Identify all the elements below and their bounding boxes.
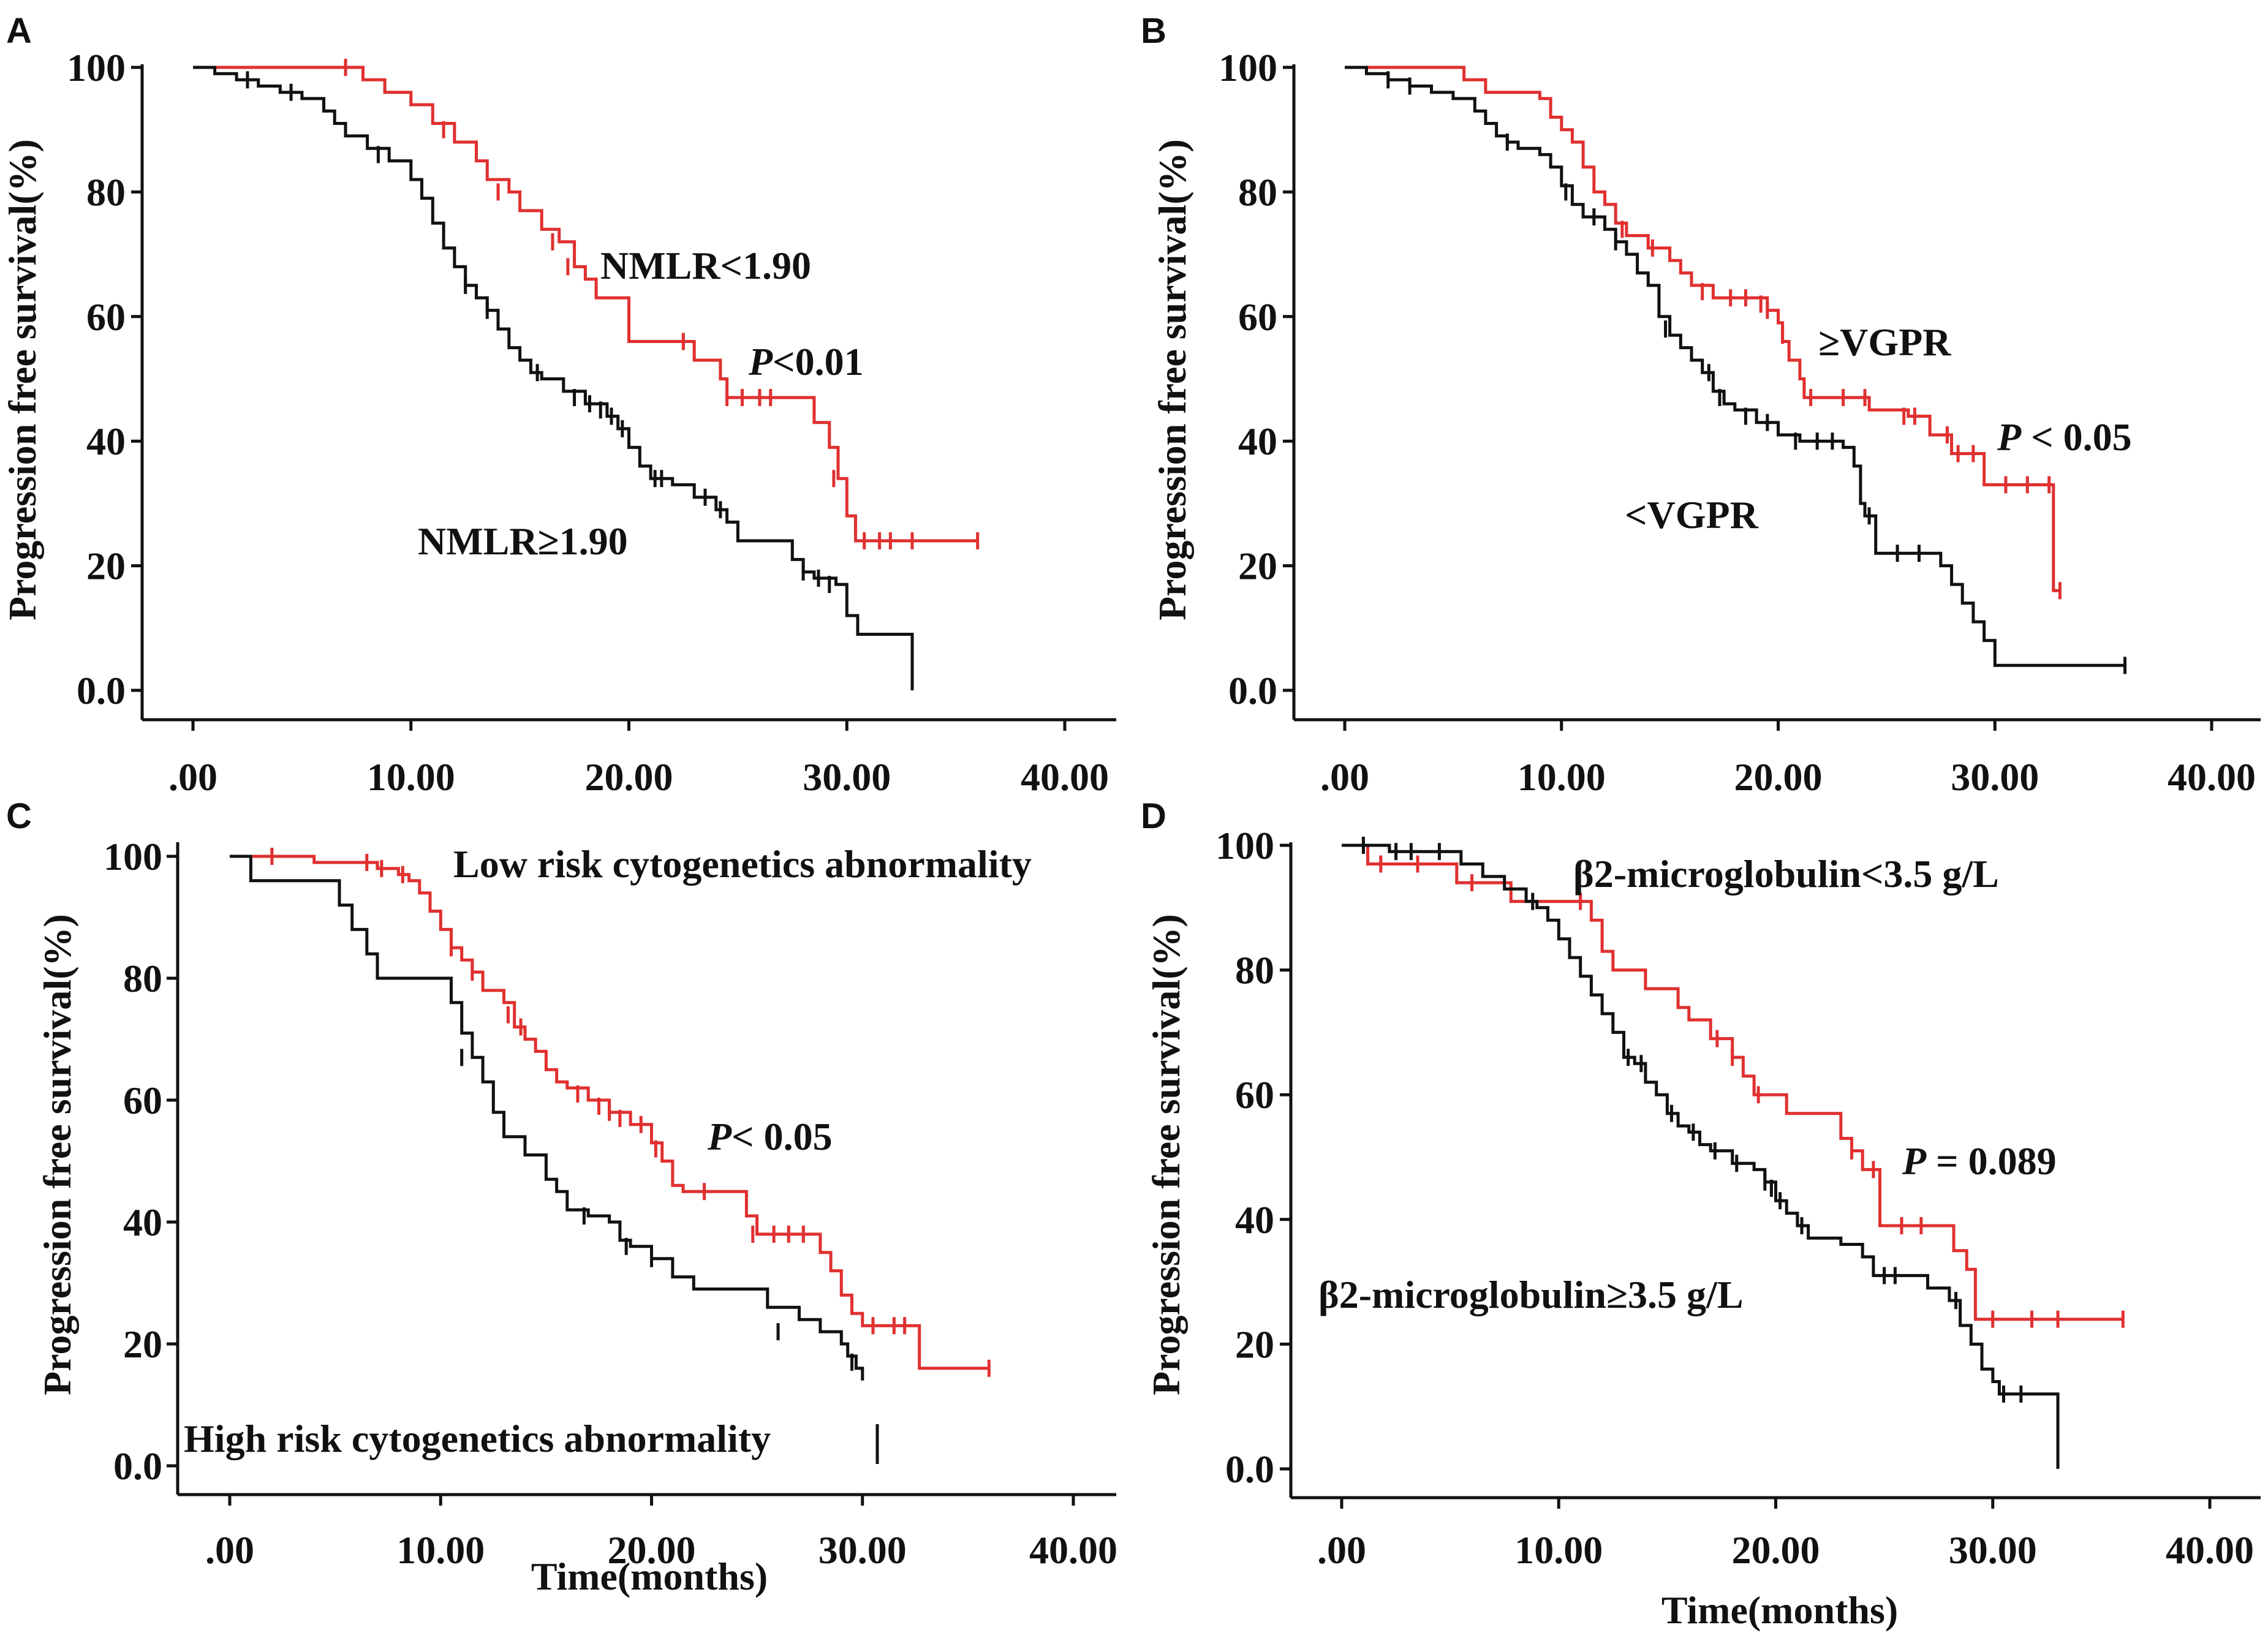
y-tick-label: 40: [123, 1201, 162, 1244]
y-axis-label: Progression free survival(%): [1144, 914, 1188, 1395]
p-value-a: P<0.01: [748, 340, 864, 383]
y-tick-label: 0.0: [77, 669, 126, 712]
y-tick-label: 0.0: [113, 1444, 162, 1488]
curves-c: [230, 848, 991, 1381]
y-tick-label: 0.0: [1225, 1447, 1274, 1491]
y-tick-label: 40: [1238, 420, 1277, 463]
y-tick-label: 60: [1235, 1073, 1274, 1117]
x-tick-label: .00: [1320, 755, 1369, 799]
x-tick-label: 20.00: [1732, 1528, 1820, 1572]
x-tick-label: .00: [1317, 1528, 1366, 1572]
y-tick-label: 80: [1238, 170, 1277, 214]
annotation-black-group-a: NMLR≥1.90: [418, 519, 628, 563]
y-tick-label: 40: [1235, 1198, 1274, 1242]
x-tick-label: 10.00: [367, 755, 455, 799]
x-tick-label: 30.00: [818, 1528, 907, 1572]
km-curve-black: [230, 854, 864, 1381]
axis-ticks-a: .00 10.00 20.00 30.00 40.00 0.0 20 40 60 80 100: [67, 46, 1109, 799]
x-tick-label: 30.00: [1949, 1528, 2037, 1572]
y-tick-label: 100: [1215, 824, 1274, 867]
y-tick-label: 80: [123, 957, 162, 1000]
axis-ticks-c: .00 10.00 20.00 30.00 40.00 0.0 20 40 60 80 100: [104, 835, 1117, 1572]
x-tick-label: 30.00: [803, 755, 891, 799]
x-tick-label: 10.00: [1514, 1528, 1603, 1572]
y-tick-label: 20: [86, 545, 126, 588]
panel-letter-a: A: [6, 11, 32, 51]
curves-d: [1342, 837, 2125, 1469]
axis-ticks-d: .00 10.00 20.00 30.00 40.00 0.0 20 40 60 80 100: [1215, 824, 2254, 1572]
panel-c: C Progression free survival(%) .00 10.00 2…: [6, 796, 1117, 1598]
y-tick-label: 60: [86, 295, 126, 339]
x-tick-label: 40.00: [1021, 755, 1109, 799]
km-curve-red: [1342, 843, 2123, 1321]
y-axis-label: Progression free survival(%): [1151, 139, 1194, 621]
x-tick-label: 20.00: [1734, 755, 1823, 799]
y-tick-label: 60: [1238, 295, 1277, 339]
y-tick-label: 20: [123, 1322, 162, 1366]
y-tick-label: 60: [123, 1079, 162, 1122]
curves-b: [1345, 66, 2126, 674]
panel-letter-d: D: [1141, 796, 1166, 836]
annotation-black-group-c: High risk cytogenetics abnormality: [184, 1417, 771, 1460]
p-value-c: P< 0.05: [707, 1115, 833, 1158]
y-tick-label: 40: [86, 420, 126, 463]
annotation-red-group-d: β2-microglobulin<3.5 g/L: [1573, 852, 1999, 896]
km-curve-red: [193, 66, 978, 543]
annotation-red-group-c: Low risk cytogenetics abnormality: [453, 842, 1032, 886]
curves-a: [193, 59, 980, 690]
x-tick-label: .00: [168, 755, 217, 799]
panel-letter-c: C: [6, 796, 32, 836]
x-tick-label: 20.00: [608, 1528, 696, 1572]
panel-b: B Progression free survival(%) .00 10.00 2…: [1141, 11, 2261, 799]
km-curve-red: [1345, 66, 2060, 592]
y-tick-label: 80: [86, 170, 126, 214]
x-tick-label: 10.00: [396, 1528, 485, 1572]
x-tick-label: 30.00: [1951, 755, 2039, 799]
y-tick-label: 80: [1235, 949, 1274, 992]
annotation-black-group-d: β2-microglobulin≥3.5 g/L: [1318, 1273, 1744, 1316]
x-axis-label-d: Time(months): [1661, 1588, 1898, 1632]
y-tick-label: 100: [104, 835, 162, 878]
y-axis-label: Progression free survival(%): [36, 914, 79, 1395]
panel-d: D Progression free survival(%) .00 10.00 2…: [1141, 796, 2261, 1632]
annotation-red-group-a: NMLR<1.90: [600, 244, 811, 287]
y-axis-title-a: Progression free survival(%): [1, 139, 44, 621]
km-curve-red: [230, 854, 989, 1370]
km-curve-black: [1345, 66, 2125, 667]
x-tick-label: 10.00: [1518, 755, 1606, 799]
km-curve-black: [193, 66, 914, 690]
axis-ticks-b: .00 10.00 20.00 30.00 40.00 0.0 20 40 60 80 100: [1219, 46, 2256, 799]
y-axis-label: Progression free survival(%): [1, 139, 44, 621]
y-tick-label: 100: [67, 46, 126, 89]
p-value-b: P < 0.05: [1997, 415, 2132, 459]
y-tick-label: 20: [1238, 545, 1277, 588]
x-tick-label: 20.00: [585, 755, 673, 799]
y-axis-title-d: Progression free survival(%): [1144, 914, 1188, 1395]
x-axis-label-c: Time(months): [531, 1555, 768, 1598]
x-tick-label: 40.00: [2168, 755, 2256, 799]
x-tick-label: 40.00: [1029, 1528, 1117, 1572]
x-tick-label: 40.00: [2166, 1528, 2254, 1572]
panel-a: A Progression free survival(%) .00 10.00 2…: [1, 11, 1116, 799]
y-tick-label: 100: [1219, 46, 1277, 89]
y-axis-title-b: Progression free survival(%): [1151, 139, 1194, 621]
p-value-d: P = 0.089: [1902, 1139, 2057, 1183]
km-curve-black: [1342, 843, 2060, 1469]
annotation-red-group-b: ≥VGPR: [1818, 320, 1951, 364]
y-tick-label: 0.0: [1228, 669, 1277, 712]
y-axis-title-c: Progression free survival(%): [36, 914, 79, 1395]
annotation-black-group-b: <VGPR: [1625, 493, 1759, 537]
panel-letter-b: B: [1141, 11, 1166, 51]
y-tick-label: 20: [1235, 1322, 1274, 1366]
x-tick-label: .00: [205, 1528, 254, 1572]
